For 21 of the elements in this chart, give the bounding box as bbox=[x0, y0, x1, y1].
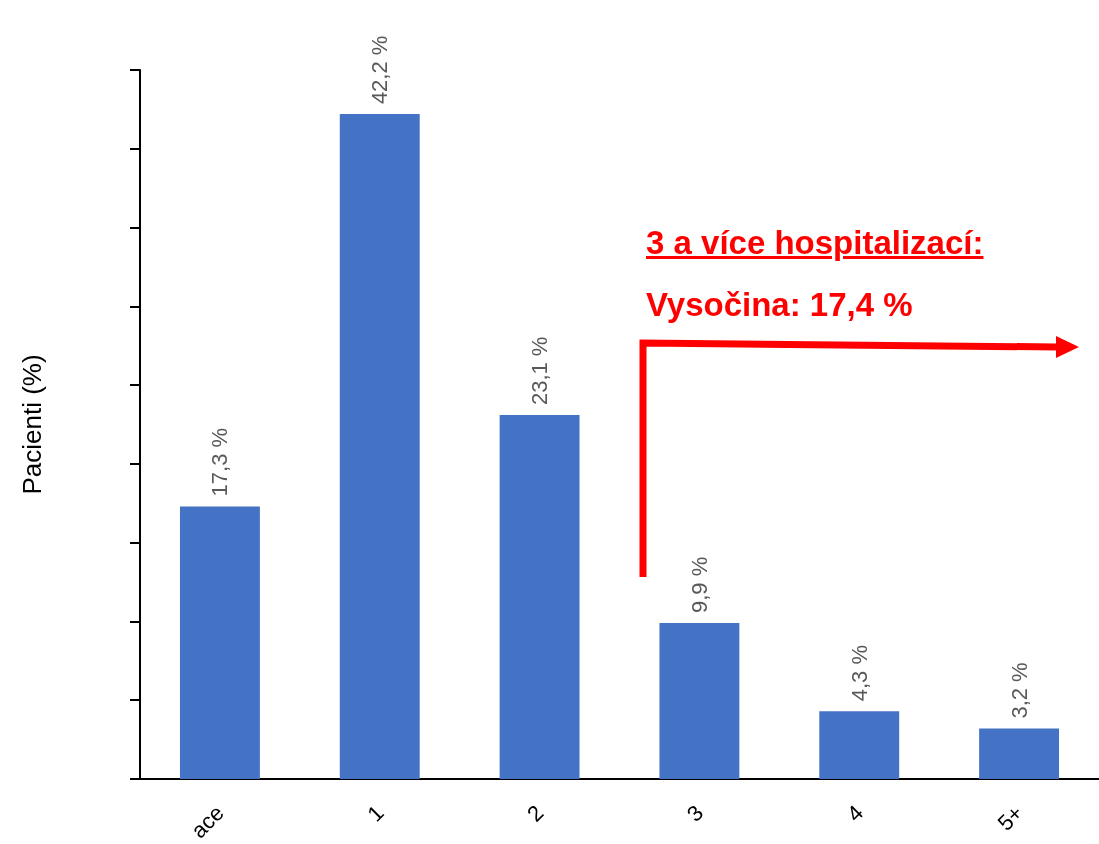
bar bbox=[819, 711, 900, 780]
y-axis-title: Pacienti (%) bbox=[17, 354, 47, 495]
x-tick-label: 3 bbox=[681, 800, 709, 827]
x-tick-label: 2 bbox=[522, 800, 549, 827]
data-label: 23,1 % bbox=[527, 336, 553, 406]
bar bbox=[339, 114, 420, 780]
bar bbox=[659, 623, 740, 780]
bar bbox=[179, 506, 260, 780]
data-label: 42,2 % bbox=[367, 35, 393, 105]
x-tick-label: 4 bbox=[841, 800, 869, 827]
data-label: 4,3 % bbox=[846, 645, 872, 702]
annotation: Vysočina: 17,4 % bbox=[646, 286, 913, 324]
x-tick-label: 1 bbox=[362, 800, 389, 827]
data-label: 17,3 % bbox=[207, 427, 233, 497]
bar bbox=[979, 728, 1060, 780]
annotation: 3 a více hospitalizací: bbox=[646, 224, 984, 262]
bar bbox=[499, 415, 580, 780]
x-tick-label: 5+ bbox=[992, 800, 1028, 836]
x-tick-label: ace bbox=[186, 800, 229, 843]
data-label: 9,9 % bbox=[686, 556, 712, 614]
data-label: 3,2 % bbox=[1006, 662, 1032, 719]
